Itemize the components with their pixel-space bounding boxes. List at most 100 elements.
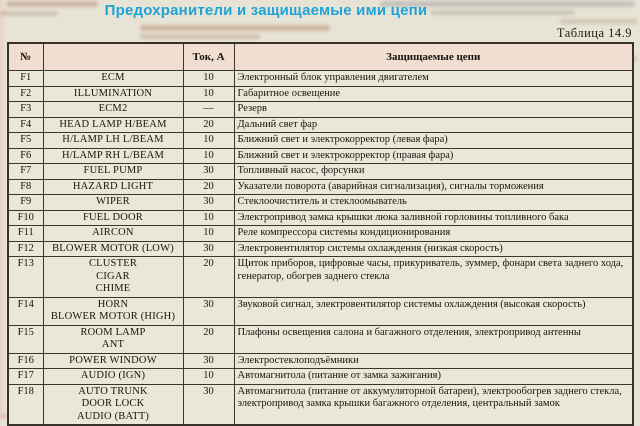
table-row: F15 ROOM LAMP ANT 20 Плафоны освещения сало…: [7, 324, 634, 354]
bleed-artifact: [140, 34, 260, 39]
table-number-label: Таблица 14.9: [556, 26, 632, 40]
fuse-number: F3: [7, 101, 44, 118]
fuse-current: 10: [182, 209, 235, 226]
fuse-circuits: Топливный насос, форсунки: [233, 163, 634, 180]
fuse-number: F6: [7, 147, 44, 164]
fuse-name: H/LAMP LH L/BEAM: [42, 132, 184, 149]
fuse-number: F18: [7, 383, 44, 426]
fuse-number: F12: [7, 240, 44, 257]
column-header-circuits: Защищаемые цепи: [233, 42, 634, 71]
fuse-name: AUTO TRUNK DOOR LOCK AUDIO (BATT): [42, 383, 184, 426]
fuse-current: 20: [182, 256, 235, 298]
column-header-name: [42, 42, 184, 71]
table-row: F18 AUTO TRUNK DOOR LOCK AUDIO (BATT) 30 Ав…: [7, 383, 634, 426]
fuse-table: № Ток, А Защищаемые цепи F1 ECM 10 Электрон…: [7, 42, 634, 426]
header-row: № Ток, А Защищаемые цепи: [7, 42, 634, 71]
table-row: F1 ECM 10 Электронный блок управления двига…: [7, 70, 634, 87]
fuse-number: F17: [7, 368, 44, 385]
fuse-name: ROOM LAMP ANT: [42, 324, 184, 354]
table-row: F2 ILLUMINATION 10 Габаритное освещение: [7, 85, 634, 102]
fuse-number: F10: [7, 209, 44, 226]
fuse-name: H/LAMP RH L/BEAM: [42, 147, 184, 164]
fuse-current: 10: [182, 368, 235, 385]
bleed-artifact: [560, 19, 638, 24]
fuse-number: F15: [7, 324, 44, 354]
fuse-circuits: Электронный блок управления двигателем: [233, 70, 634, 87]
fuse-table-header: № Ток, А Защищаемые цепи: [7, 42, 634, 71]
table-row: F5 H/LAMP LH L/BEAM 10 Ближний свет и элект…: [7, 132, 634, 149]
fuse-number: F11: [7, 225, 44, 242]
fuse-circuits: Реле компрессора системы кондиционирован…: [233, 225, 634, 242]
fuse-circuits: Электростеклоподъёмники: [233, 352, 634, 369]
fuse-number: F2: [7, 85, 44, 102]
bleed-artifact: [6, 1, 98, 7]
fuse-name: FUEL PUMP: [42, 163, 184, 180]
fuse-circuits: Резерв: [233, 101, 634, 118]
table-row: F7 FUEL PUMP 30 Топливный насос, форсунки: [7, 163, 634, 180]
column-header-current: Ток, А: [182, 42, 235, 71]
fuse-number: F5: [7, 132, 44, 149]
fuse-name: ECM: [42, 70, 184, 87]
fuse-number: F14: [7, 296, 44, 326]
table-row: F11 AIRCON 10 Реле компрессора системы конд…: [7, 225, 634, 242]
fuse-current: 30: [182, 194, 235, 211]
fuse-number: F4: [7, 116, 44, 133]
bleed-artifact: [0, 11, 58, 16]
fuse-circuits: Ближний свет и электрокорректор (левая ф…: [233, 132, 634, 149]
bleed-artifact: [430, 10, 575, 15]
column-header-number: №: [7, 42, 44, 71]
fuse-current: 10: [182, 70, 235, 87]
table-row: F14 HORN BLOWER MOTOR (HIGH) 30 Звуковой си…: [7, 296, 634, 326]
page-title: Предохранители и защищаемые ими цепи: [104, 2, 428, 19]
fuse-circuits: Указатели поворота (аварийная сигнализац…: [233, 178, 634, 195]
fuse-current: 30: [182, 296, 235, 326]
fuse-name: BLOWER MOTOR (LOW): [42, 240, 184, 257]
fuse-current: 10: [182, 85, 235, 102]
fuse-current: 30: [182, 163, 235, 180]
table-row: F10 FUEL DOOR 10 Электропривод замка крышки…: [7, 209, 634, 226]
fuse-name: ILLUMINATION: [42, 85, 184, 102]
fuse-current: 10: [182, 132, 235, 149]
fuse-number: F8: [7, 178, 44, 195]
fuse-name: HORN BLOWER MOTOR (HIGH): [42, 296, 184, 326]
fuse-current: 30: [182, 240, 235, 257]
fuse-name: HEAD LAMP H/BEAM: [42, 116, 184, 133]
fuse-name: ECM2: [42, 101, 184, 118]
fuse-name: POWER WINDOW: [42, 352, 184, 369]
fuse-current: 10: [182, 225, 235, 242]
fuse-circuits: Габаритное освещение: [233, 85, 634, 102]
fuse-number: F13: [7, 256, 44, 298]
table-row: F6 H/LAMP RH L/BEAM 10 Ближний свет и элект…: [7, 147, 634, 164]
table-row: F16 POWER WINDOW 30 Электростеклоподъёмники: [7, 352, 634, 369]
fuse-current: 30: [182, 383, 235, 426]
fuse-name: FUEL DOOR: [42, 209, 184, 226]
fuse-name: HAZARD LIGHT: [42, 178, 184, 195]
fuse-name: CLUSTER CIGAR CHIME: [42, 256, 184, 298]
table-row: F8 HAZARD LIGHT 20 Указатели поворота (авар…: [7, 178, 634, 195]
fuse-number: F1: [7, 70, 44, 87]
table-row: F3 ECM2— Резерв: [7, 101, 634, 118]
fuse-circuits: Стеклоочиститель и стеклоомыватель: [233, 194, 634, 211]
fuse-circuits: Ближний свет и электрокорректор (правая …: [233, 147, 634, 164]
fuse-circuits: Электропривод замка крышки люка заливной…: [233, 209, 634, 226]
fuse-name: AIRCON: [42, 225, 184, 242]
fuse-number: F9: [7, 194, 44, 211]
fuse-circuits: Плафоны освещения салона и багажного отд…: [233, 324, 634, 354]
fuse-number: F16: [7, 352, 44, 369]
fuse-circuits: Дальний свет фар: [233, 116, 634, 133]
bleed-artifact: [380, 1, 635, 7]
fuse-circuits: Электровентилятор системы охлаждения (ни…: [233, 240, 634, 257]
fuse-current: 20: [182, 324, 235, 354]
fuse-current: 20: [182, 116, 235, 133]
fuse-current: 30: [182, 352, 235, 369]
fuse-circuits: Щиток приборов, цифровые часы, прикурива…: [233, 256, 634, 298]
fuse-current: 10: [182, 147, 235, 164]
fuse-circuits: Звуковой сигнал, электровентилятор систе…: [233, 296, 634, 326]
bleed-artifact: [140, 25, 330, 31]
fuse-circuits: Автомагнитола (питание от замка зажигани…: [233, 368, 634, 385]
table-row: F13 CLUSTER CIGAR CHIME 20 Щиток приборов, …: [7, 256, 634, 298]
fuse-current: —: [182, 101, 235, 118]
table-row: F12 BLOWER MOTOR (LOW) 30 Электровентилятор…: [7, 240, 634, 257]
fuse-name: AUDIO (IGN): [42, 368, 184, 385]
